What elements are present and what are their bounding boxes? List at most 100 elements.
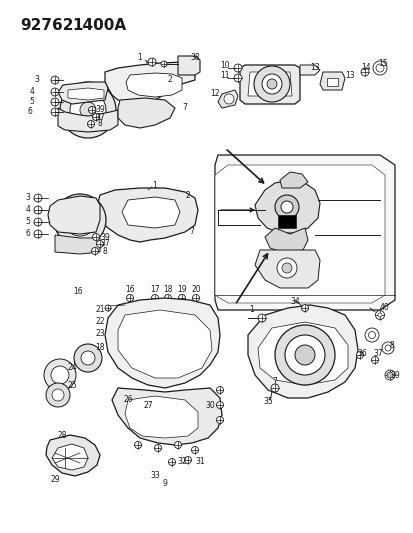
Circle shape	[46, 383, 70, 407]
Text: 9: 9	[162, 479, 167, 488]
Polygon shape	[68, 88, 104, 100]
Circle shape	[174, 441, 181, 448]
Circle shape	[164, 339, 176, 351]
Circle shape	[266, 79, 276, 89]
Text: 1: 1	[152, 181, 157, 190]
Text: 21: 21	[95, 305, 104, 314]
Text: 5: 5	[26, 217, 31, 227]
Text: 38: 38	[190, 53, 199, 62]
Text: 25: 25	[67, 381, 77, 390]
Text: 37: 37	[95, 112, 104, 122]
Polygon shape	[58, 108, 118, 132]
Text: 7: 7	[272, 377, 277, 386]
Text: 40: 40	[379, 303, 389, 312]
Circle shape	[377, 313, 381, 317]
Circle shape	[81, 351, 95, 365]
Circle shape	[375, 311, 384, 319]
Polygon shape	[264, 228, 307, 253]
Text: 37: 37	[100, 239, 109, 248]
Text: 13: 13	[344, 70, 354, 79]
Polygon shape	[58, 82, 108, 104]
Circle shape	[168, 458, 175, 465]
Circle shape	[88, 107, 95, 114]
Text: 2: 2	[167, 76, 172, 85]
Polygon shape	[178, 56, 199, 75]
Text: 23: 23	[95, 329, 104, 338]
Polygon shape	[105, 62, 195, 105]
Circle shape	[261, 74, 281, 94]
Circle shape	[257, 314, 266, 322]
Text: 92762: 92762	[20, 18, 74, 33]
Text: 36: 36	[356, 349, 366, 358]
Text: 37: 37	[372, 349, 382, 358]
Polygon shape	[125, 396, 197, 438]
Polygon shape	[46, 435, 100, 476]
Circle shape	[281, 263, 291, 273]
Text: 26: 26	[123, 395, 133, 405]
Text: 16: 16	[73, 287, 83, 296]
Text: 1400A: 1400A	[72, 18, 126, 33]
Circle shape	[284, 335, 324, 375]
Text: 3: 3	[34, 76, 39, 85]
Circle shape	[92, 114, 99, 120]
Text: 20: 20	[191, 286, 200, 295]
Circle shape	[294, 345, 314, 365]
Circle shape	[360, 68, 368, 76]
Text: 31: 31	[195, 457, 204, 466]
Polygon shape	[279, 172, 307, 188]
Polygon shape	[299, 65, 319, 75]
Circle shape	[34, 194, 42, 202]
Text: 15: 15	[377, 59, 387, 68]
Circle shape	[276, 258, 296, 278]
Circle shape	[368, 332, 375, 338]
Circle shape	[384, 370, 394, 380]
Text: 4: 4	[26, 206, 31, 214]
Circle shape	[70, 92, 106, 128]
Polygon shape	[214, 165, 384, 303]
Circle shape	[74, 344, 102, 372]
Circle shape	[233, 64, 242, 72]
Circle shape	[364, 328, 378, 342]
Circle shape	[51, 98, 59, 106]
Circle shape	[64, 204, 96, 236]
Circle shape	[156, 331, 183, 359]
Polygon shape	[254, 250, 319, 288]
Circle shape	[161, 61, 166, 67]
Text: 8: 8	[97, 119, 102, 128]
Circle shape	[178, 295, 185, 302]
Circle shape	[96, 240, 103, 247]
Circle shape	[51, 108, 59, 116]
Circle shape	[384, 345, 390, 351]
Circle shape	[233, 74, 242, 82]
Circle shape	[151, 295, 158, 302]
Circle shape	[301, 304, 308, 311]
Text: 39: 39	[100, 232, 109, 241]
Text: 17: 17	[150, 286, 159, 295]
Text: 18: 18	[95, 343, 104, 352]
Polygon shape	[55, 235, 100, 254]
Circle shape	[356, 351, 363, 359]
Circle shape	[375, 64, 383, 72]
Text: 14: 14	[360, 63, 370, 72]
Text: 10: 10	[220, 61, 229, 69]
Text: 8: 8	[102, 246, 107, 255]
Text: 1: 1	[249, 305, 254, 314]
Circle shape	[134, 441, 141, 448]
Circle shape	[372, 61, 386, 75]
Polygon shape	[105, 298, 219, 388]
Text: 7: 7	[182, 103, 187, 112]
Circle shape	[223, 94, 233, 104]
Text: 16: 16	[125, 286, 135, 295]
Polygon shape	[218, 90, 237, 108]
Text: 33: 33	[150, 471, 159, 480]
Circle shape	[54, 194, 106, 246]
Text: 19: 19	[177, 286, 186, 295]
Circle shape	[52, 389, 64, 401]
Polygon shape	[319, 72, 344, 90]
Polygon shape	[122, 197, 180, 228]
Circle shape	[184, 456, 191, 464]
Polygon shape	[326, 78, 337, 86]
Circle shape	[274, 325, 334, 385]
Polygon shape	[254, 180, 319, 233]
Text: 34: 34	[290, 297, 299, 306]
